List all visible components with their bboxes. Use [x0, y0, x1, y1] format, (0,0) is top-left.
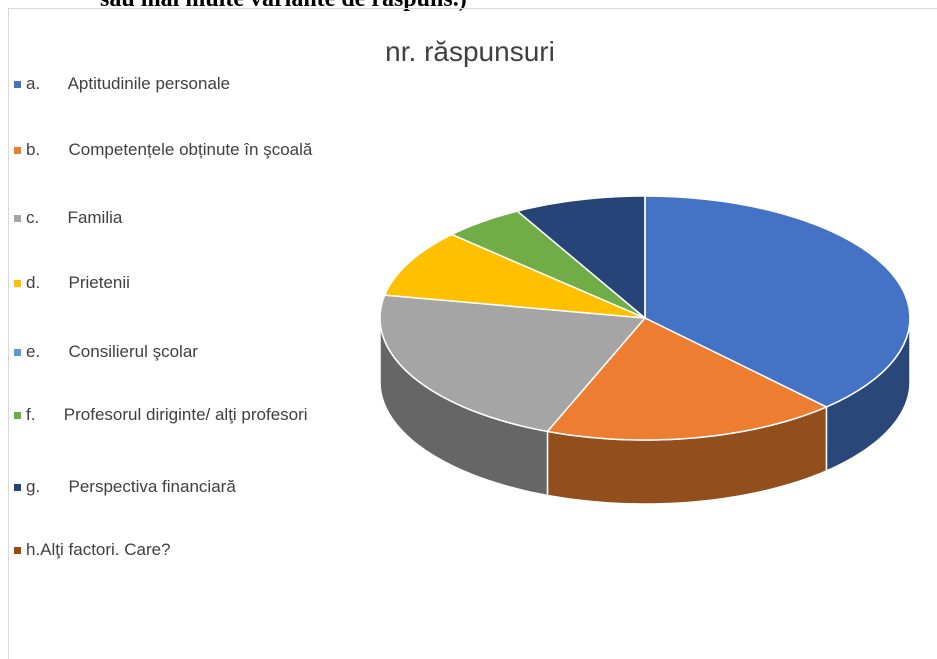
legend-item: f. Profesorul diriginte/ alţi profesori — [12, 403, 356, 427]
legend-item: a. Aptitudinile personale — [12, 72, 356, 96]
legend-label: d. Prietenii — [26, 273, 130, 292]
slice — [383, 233, 646, 319]
legend-label: h.Alţi factori. Care? — [26, 540, 171, 559]
slice — [450, 210, 646, 319]
legend-item: c. Familia — [12, 206, 356, 230]
legend-label: g. Perspectiva financiară — [26, 477, 236, 496]
legend-item: h.Alţi factori. Care? — [12, 538, 356, 562]
legend-swatch — [14, 349, 21, 356]
legend-swatch — [14, 484, 21, 491]
legend-swatch — [14, 547, 21, 554]
legend-swatch — [14, 412, 21, 419]
legend-label: c. Familia — [26, 208, 123, 227]
slice — [379, 294, 647, 433]
legend-label: b. Competențele obținute în şcoală — [26, 140, 313, 159]
legend-label: a. Aptitudinile personale — [26, 74, 231, 93]
slice — [644, 195, 911, 408]
legend-swatch — [14, 215, 21, 222]
heading-fragment: sau mai multe variante de răspuns.) — [100, 0, 467, 13]
legend-item: g. Perspectiva financiară — [12, 475, 356, 499]
legend-item: b. Competențele obținute în şcoală — [12, 138, 356, 162]
chart-title: nr. răspunsuri — [385, 36, 555, 67]
chart-frame — [8, 8, 937, 659]
slice — [546, 317, 829, 441]
legend-swatch — [14, 81, 21, 88]
legend-item: d. Prietenii — [12, 271, 356, 295]
legend-label: e. Consilierul şcolar — [26, 342, 198, 361]
legend-label: f. Profesorul diriginte/ alţi profesori — [26, 405, 308, 424]
legend-swatch — [14, 280, 21, 287]
slice — [515, 195, 646, 320]
legend-swatch — [14, 147, 21, 154]
legend-item: e. Consilierul şcolar — [12, 340, 356, 364]
